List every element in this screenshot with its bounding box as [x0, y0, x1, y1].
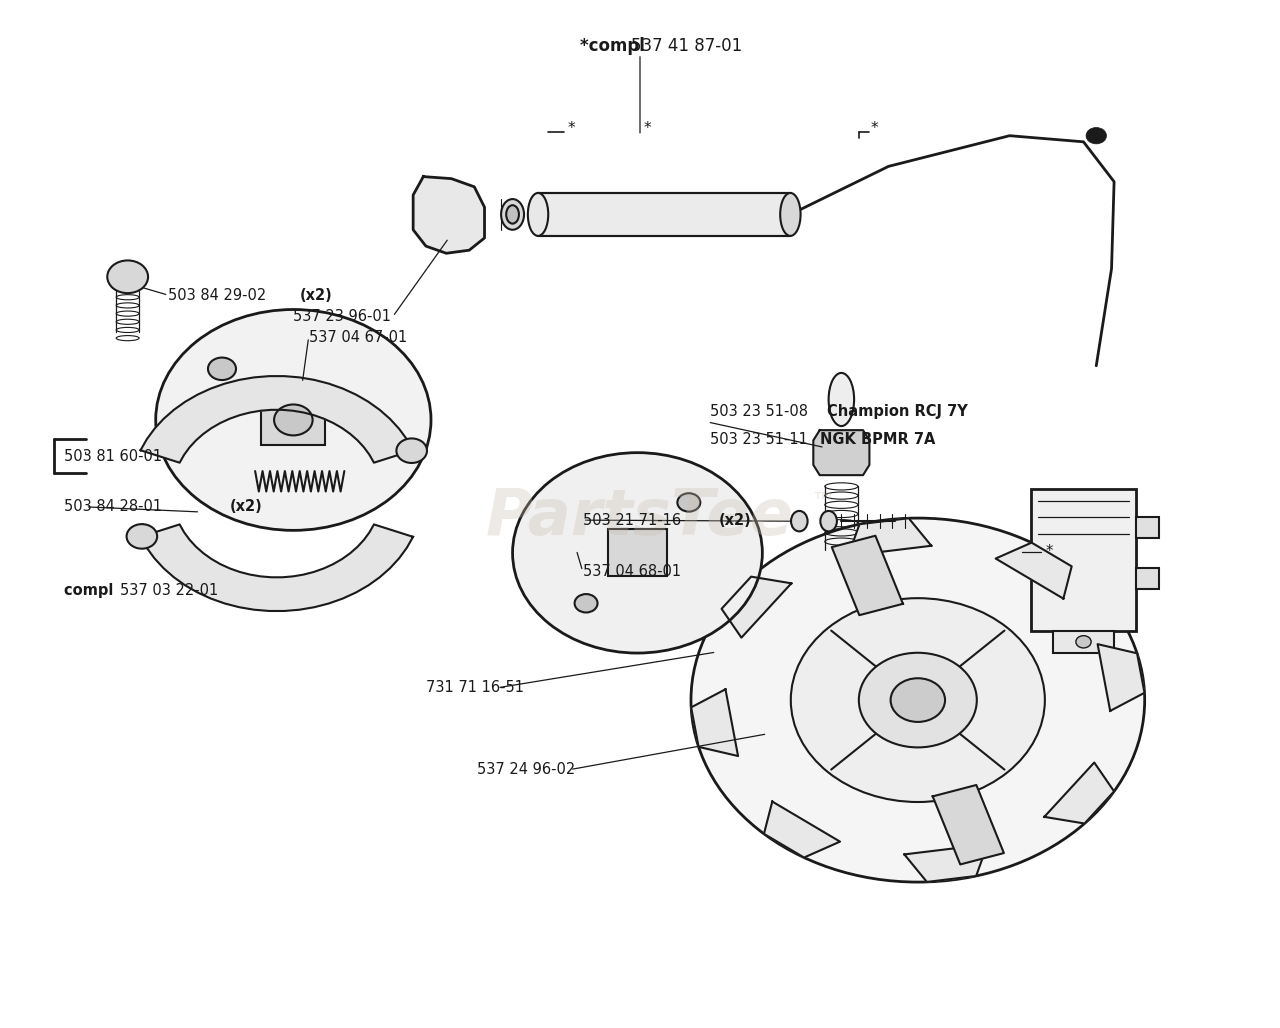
- Bar: [1135, 568, 1158, 589]
- Circle shape: [127, 524, 157, 549]
- Bar: [608, 529, 667, 577]
- Text: *: *: [567, 121, 575, 136]
- Circle shape: [156, 309, 431, 530]
- Text: *compl: *compl: [580, 37, 650, 54]
- Ellipse shape: [828, 373, 854, 426]
- Circle shape: [1085, 127, 1106, 144]
- Polygon shape: [933, 785, 1004, 865]
- Ellipse shape: [820, 511, 837, 531]
- Ellipse shape: [791, 511, 808, 531]
- Text: 503 21 71-16: 503 21 71-16: [582, 513, 685, 527]
- Text: 503 23 51-11: 503 23 51-11: [710, 432, 813, 447]
- Circle shape: [691, 518, 1144, 882]
- Polygon shape: [722, 577, 791, 637]
- Circle shape: [108, 260, 148, 293]
- Text: (x2): (x2): [719, 513, 751, 527]
- Circle shape: [274, 404, 312, 436]
- Bar: [261, 395, 325, 445]
- Polygon shape: [996, 543, 1071, 598]
- Circle shape: [617, 537, 658, 568]
- Ellipse shape: [781, 193, 800, 235]
- Polygon shape: [691, 689, 739, 756]
- Polygon shape: [141, 376, 413, 463]
- Text: 537 23 96-01: 537 23 96-01: [293, 309, 392, 324]
- Ellipse shape: [527, 193, 548, 235]
- Text: PartsTee: PartsTee: [486, 486, 794, 548]
- Circle shape: [891, 678, 945, 722]
- Polygon shape: [1044, 763, 1114, 823]
- Circle shape: [512, 452, 763, 653]
- Text: 503 84 28-01: 503 84 28-01: [64, 500, 166, 514]
- Bar: [1053, 630, 1114, 653]
- Circle shape: [791, 598, 1044, 802]
- Text: 503 81 60-01: 503 81 60-01: [64, 449, 163, 465]
- Ellipse shape: [500, 199, 524, 230]
- Text: 537 03 22-01: 537 03 22-01: [120, 583, 219, 598]
- Text: (x2): (x2): [229, 500, 262, 514]
- Text: 731 71 16-51: 731 71 16-51: [426, 681, 524, 695]
- Polygon shape: [764, 802, 840, 857]
- Text: 537 24 96-02: 537 24 96-02: [477, 762, 575, 777]
- Text: 537 04 68-01: 537 04 68-01: [582, 563, 681, 579]
- Polygon shape: [832, 536, 902, 615]
- Polygon shape: [413, 177, 485, 253]
- Circle shape: [1076, 635, 1091, 648]
- Text: ™: ™: [810, 490, 836, 515]
- Polygon shape: [849, 518, 932, 556]
- Circle shape: [677, 493, 700, 512]
- Text: *: *: [870, 121, 878, 136]
- Text: (x2): (x2): [300, 288, 333, 302]
- Bar: [538, 193, 790, 235]
- Text: 503 23 51-08: 503 23 51-08: [710, 404, 813, 419]
- Text: 537 04 67-01: 537 04 67-01: [308, 330, 407, 344]
- Polygon shape: [1098, 645, 1144, 711]
- Bar: [1032, 489, 1135, 630]
- Text: *: *: [1046, 545, 1052, 559]
- Text: *: *: [644, 121, 652, 136]
- Circle shape: [397, 438, 428, 463]
- Circle shape: [575, 594, 598, 613]
- Text: NGK BPMR 7A: NGK BPMR 7A: [819, 432, 936, 447]
- Polygon shape: [813, 430, 869, 475]
- Text: 537 41 87-01: 537 41 87-01: [631, 37, 742, 54]
- Circle shape: [207, 358, 236, 380]
- Text: Champion RCJ 7Y: Champion RCJ 7Y: [827, 404, 968, 419]
- Circle shape: [859, 653, 977, 747]
- Polygon shape: [905, 844, 988, 882]
- Text: 503 84 29-02: 503 84 29-02: [169, 288, 271, 302]
- Polygon shape: [141, 524, 413, 611]
- Bar: [1135, 517, 1158, 538]
- Ellipse shape: [506, 206, 518, 224]
- Text: compl: compl: [64, 583, 119, 598]
